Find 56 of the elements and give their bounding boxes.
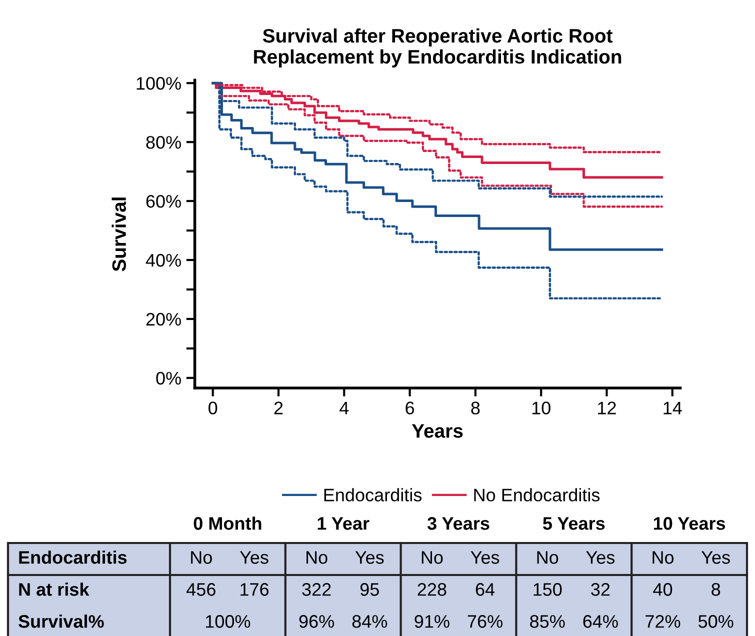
text: Yes bbox=[702, 551, 730, 564]
text: No bbox=[306, 551, 328, 564]
text: 456 bbox=[186, 583, 216, 596]
text: 228 bbox=[418, 583, 446, 596]
chart-title: Survival after Reoperative Aortic Root Replacement by Endocarditis Indication bbox=[254, 28, 622, 68]
y-tick-label: 100% bbox=[136, 77, 181, 90]
text: 5 Years bbox=[542, 517, 605, 530]
x-axis-title: Years bbox=[412, 424, 463, 438]
x-tick-label: 4 bbox=[340, 402, 349, 414]
text: Survival% bbox=[18, 614, 104, 628]
text: 150 bbox=[534, 583, 562, 596]
x-tick-label: 0 bbox=[208, 402, 218, 414]
text: 8 bbox=[712, 583, 720, 596]
y-tick-label: 40% bbox=[146, 254, 181, 267]
text: 95 bbox=[360, 583, 379, 596]
x-tick-label: 12 bbox=[598, 402, 616, 414]
text: Yes bbox=[355, 551, 384, 564]
y-tick-label: 20% bbox=[146, 312, 181, 326]
text: 100% bbox=[206, 615, 250, 628]
text: 72% bbox=[646, 615, 680, 628]
x-tick-label: 8 bbox=[471, 402, 480, 414]
text: N at risk bbox=[19, 582, 90, 596]
text: Yes bbox=[240, 551, 268, 564]
text: 40 bbox=[653, 583, 672, 596]
y-tick-label: 80% bbox=[146, 136, 181, 149]
text: 10 Years bbox=[654, 517, 726, 530]
text: 64 bbox=[476, 583, 495, 596]
text: No bbox=[652, 551, 674, 564]
text: 1 Year bbox=[318, 517, 370, 530]
x-tick-label: 14 bbox=[664, 402, 682, 414]
text: 85% bbox=[530, 615, 565, 628]
x-tick-label: 10 bbox=[532, 402, 550, 414]
text: No bbox=[422, 551, 443, 564]
text: Yes bbox=[586, 551, 615, 564]
text: 32 bbox=[591, 583, 610, 596]
legend-label: Endocarditis bbox=[324, 488, 422, 502]
x-tick-label: 2 bbox=[274, 402, 283, 414]
text: 50% bbox=[698, 615, 734, 628]
text: No bbox=[191, 551, 212, 564]
x-tick-label: 6 bbox=[406, 402, 414, 414]
text: No bbox=[537, 551, 558, 564]
text: 84% bbox=[352, 615, 388, 628]
y-axis-title: Survival bbox=[112, 198, 126, 272]
legend-label: No Endocarditis bbox=[474, 488, 600, 502]
y-tick-label: 60% bbox=[146, 194, 181, 208]
text: 322 bbox=[302, 583, 331, 596]
text: Endocarditis bbox=[19, 550, 127, 564]
text: 64% bbox=[583, 615, 618, 628]
text: 76% bbox=[468, 615, 502, 628]
text: 176 bbox=[240, 583, 269, 596]
text: 96% bbox=[299, 615, 334, 628]
text: 0 Month bbox=[194, 516, 262, 530]
text: Yes bbox=[470, 551, 500, 564]
y-tick-label: 0% bbox=[156, 372, 181, 385]
text: 91% bbox=[414, 615, 450, 628]
text: 3 Years bbox=[427, 517, 490, 530]
